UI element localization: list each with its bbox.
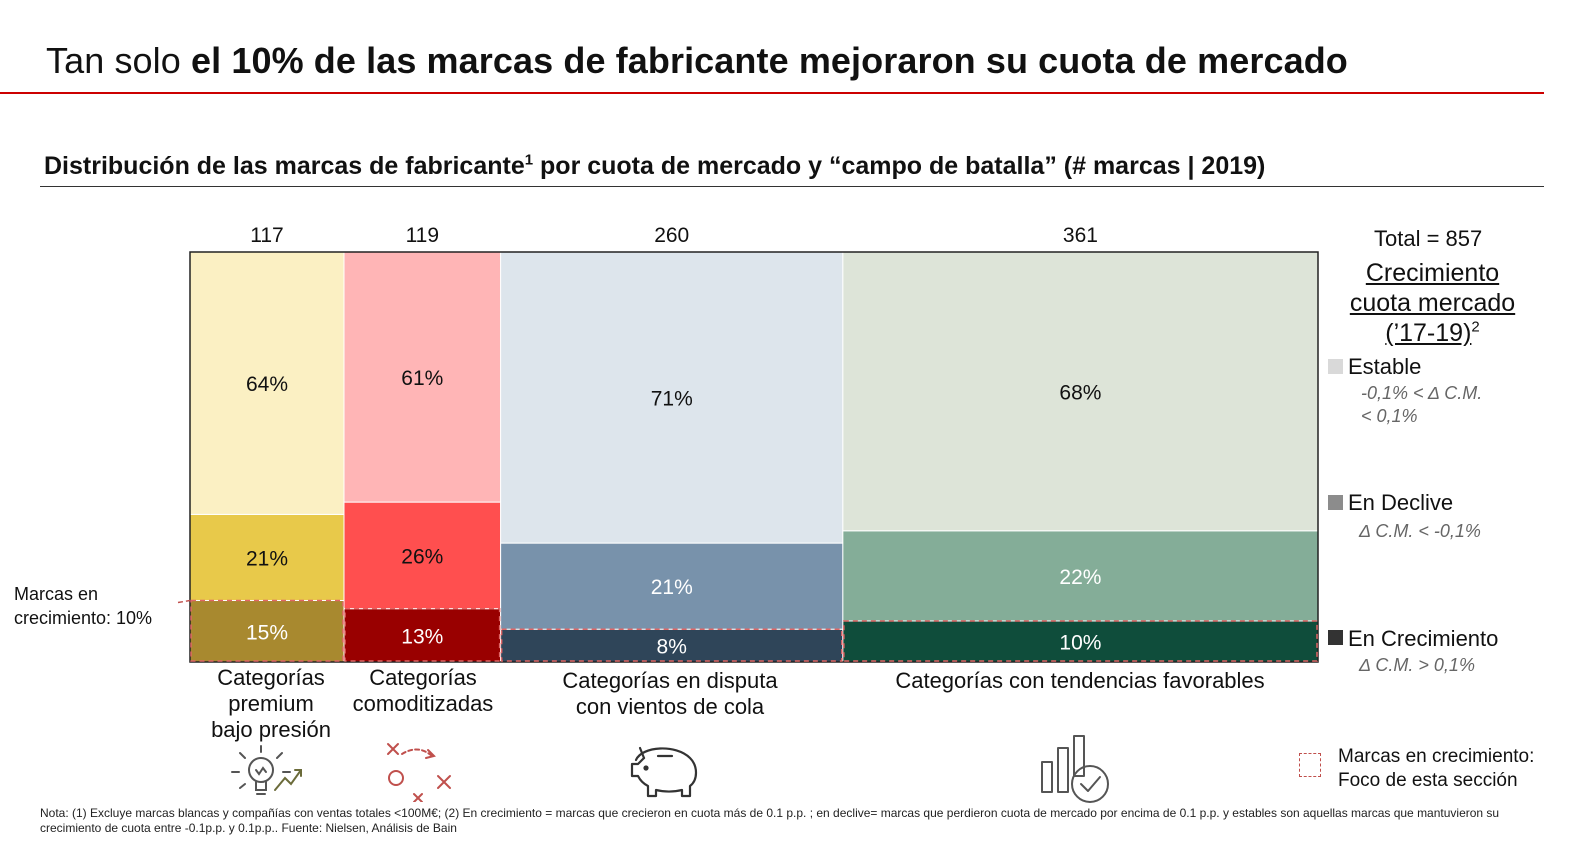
category-label-favorables: Categorías con tendencias favorables <box>850 668 1310 694</box>
column-total-4: 361 <box>1063 224 1098 247</box>
growth-annotation-line1: Marcas en <box>14 584 99 604</box>
legend-desc-estable-line2: < 0,1% <box>1361 406 1418 426</box>
title-bold: el 10% de las marcas de fabricante mejor… <box>191 40 1348 81</box>
segment-label-1-2: 21% <box>246 547 288 570</box>
growth-highlight-4 <box>843 620 1318 662</box>
lightbulb-growth-icon <box>231 745 302 795</box>
page-title: Tan solo el 10% de las marcas de fabrica… <box>46 40 1348 82</box>
growth-annotation-line2: crecimiento: 10% <box>14 608 153 628</box>
category-label-premium-line2: premium <box>228 691 314 716</box>
category-label-premium: Categorías premium bajo presión <box>196 665 346 743</box>
subtitle-footnote: 1 <box>524 151 534 169</box>
title-normal: Tan solo <box>46 40 191 81</box>
legend-desc-declive: Δ C.M. < -0,1% <box>1359 521 1481 541</box>
growth-highlight-3 <box>500 628 843 662</box>
legend-title-line1: Crecimiento <box>1365 259 1500 287</box>
legend-desc-estable: -0,1% < Δ C.M. < 0,1% <box>1361 382 1482 428</box>
legend-desc-crecimiento: Δ C.M. > 0,1% <box>1359 655 1475 675</box>
bar-segment-2-2 <box>343 501 502 610</box>
segment-label-3-3: 71% <box>651 388 693 411</box>
segment-label-3-1: 8% <box>657 636 687 659</box>
category-label-comoditizadas-line1: Categorías <box>369 665 477 690</box>
total-label: Total = 857 <box>1374 226 1483 251</box>
bar-segment-3-3 <box>500 251 844 544</box>
segment-label-4-3: 68% <box>1059 381 1101 404</box>
legend-swatch-declive <box>1328 495 1343 510</box>
legend-label-estable: Estable <box>1348 354 1422 379</box>
growth-highlight-1 <box>190 599 344 662</box>
focus-legend-box <box>1299 753 1321 777</box>
segment-label-1-1: 15% <box>246 621 288 644</box>
legend-title: Crecimiento cuota mercado (’17-19)2 <box>1330 258 1535 348</box>
strategy-play-icon <box>387 743 451 802</box>
chart-frame <box>189 251 1319 663</box>
segment-label-3-2: 21% <box>651 576 693 599</box>
bar-chart-check-icon <box>1041 735 1109 803</box>
segment-label-2-3: 61% <box>401 367 443 390</box>
legend-title-footnote: 2 <box>1471 318 1480 336</box>
growth-share-annotation: Marcas en crecimiento: 10% <box>14 582 152 630</box>
growth-annotation-pointer <box>177 599 191 604</box>
legend-swatch-estable <box>1328 359 1343 374</box>
bar-segment-4-3 <box>842 251 1319 532</box>
legend-title-line3: (’17-19) <box>1385 319 1472 347</box>
column-total-1: 117 <box>250 224 283 247</box>
bar-segment-4-2 <box>842 530 1319 622</box>
focus-legend-line1: Marcas en crecimiento: <box>1338 746 1535 767</box>
footnote: Nota: (1) Excluye marcas blancas y compa… <box>40 806 1500 835</box>
bar-segment-3-2 <box>500 542 844 630</box>
category-label-premium-line3: bajo presión <box>211 717 331 742</box>
focus-legend-text: Marcas en crecimiento: Foco de esta secc… <box>1338 745 1534 793</box>
legend-swatch-crecimiento <box>1328 630 1343 645</box>
piggy-bank-icon <box>630 746 698 798</box>
category-label-favorables-line1: Categorías con tendencias favorables <box>895 668 1265 693</box>
category-label-disputa-line1: Categorías en disputa <box>562 668 778 693</box>
growth-highlight-2 <box>344 607 501 662</box>
bar-segment-2-3 <box>343 251 502 503</box>
category-label-comoditizadas: Categorías comoditizadas <box>343 665 503 717</box>
segment-label-2-2: 26% <box>401 545 443 568</box>
category-label-premium-line1: Categorías <box>217 665 325 690</box>
subtitle-divider <box>40 186 1544 187</box>
column-total-3: 260 <box>654 224 689 247</box>
segment-label-1-3: 64% <box>246 373 288 396</box>
bar-segment-4-1 <box>842 620 1319 663</box>
legend-desc-estable-line1: -0,1% < Δ C.M. <box>1361 383 1483 403</box>
column-total-2: 119 <box>406 224 439 247</box>
segment-label-2-1: 13% <box>401 625 443 648</box>
category-label-disputa: Categorías en disputa con vientos de col… <box>520 668 820 720</box>
bar-segment-1-1 <box>189 600 345 663</box>
subtitle-text-a: Distribución de las marcas de fabricante <box>44 152 525 180</box>
segment-label-4-2: 22% <box>1059 566 1101 589</box>
category-label-disputa-line2: con vientos de cola <box>575 694 765 719</box>
legend-title-line2: cuota mercado <box>1349 289 1516 317</box>
segment-label-4-1: 10% <box>1059 632 1101 655</box>
title-divider <box>0 92 1544 94</box>
legend-label-crecimiento: En Crecimiento <box>1348 626 1499 651</box>
subtitle-text-b: por cuota de mercado y “campo de batalla… <box>533 152 1266 180</box>
category-label-comoditizadas-line2: comoditizadas <box>352 691 494 716</box>
legend-label-declive: En Declive <box>1348 490 1454 515</box>
focus-legend-line2: Foco de esta sección <box>1338 770 1518 791</box>
chart-subtitle: Distribución de las marcas de fabricante… <box>44 152 1265 181</box>
